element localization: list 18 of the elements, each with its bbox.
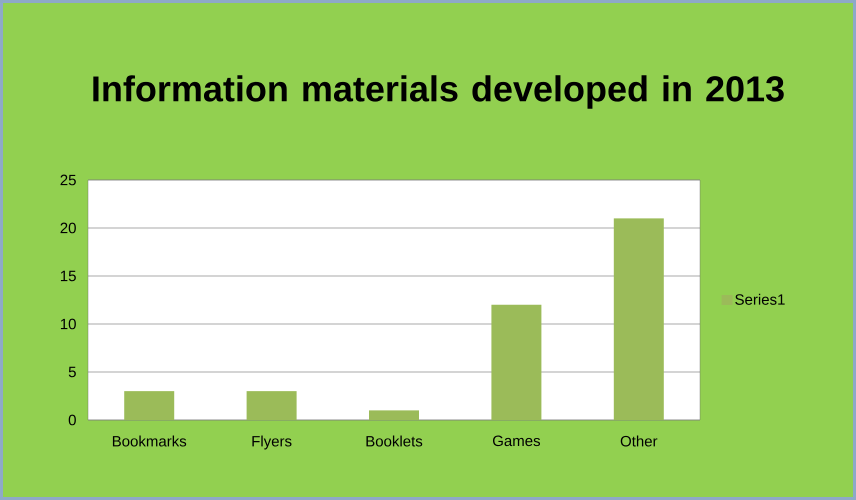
y-tick-label: 20 — [60, 222, 76, 234]
x-tick-label: Other — [620, 436, 658, 447]
legend-label: Series1 — [735, 294, 785, 305]
bar — [124, 391, 174, 420]
x-tick-label: Games — [492, 436, 540, 446]
bar — [369, 410, 420, 420]
y-tick-label: 5 — [68, 366, 76, 378]
y-tick-label: 0 — [68, 414, 76, 426]
y-tick-label: 25 — [60, 174, 76, 186]
chart-title: Information materials developed in 2013 — [93, 75, 784, 109]
x-tick-label: Bookmarks — [112, 436, 186, 447]
y-tick-label: 15 — [60, 270, 76, 282]
bar — [614, 218, 664, 420]
y-tick-label: 10 — [60, 318, 76, 330]
x-tick-label: Booklets — [366, 436, 422, 447]
bar — [246, 391, 297, 420]
bar — [491, 304, 542, 420]
x-tick-label: Flyers — [252, 436, 292, 450]
